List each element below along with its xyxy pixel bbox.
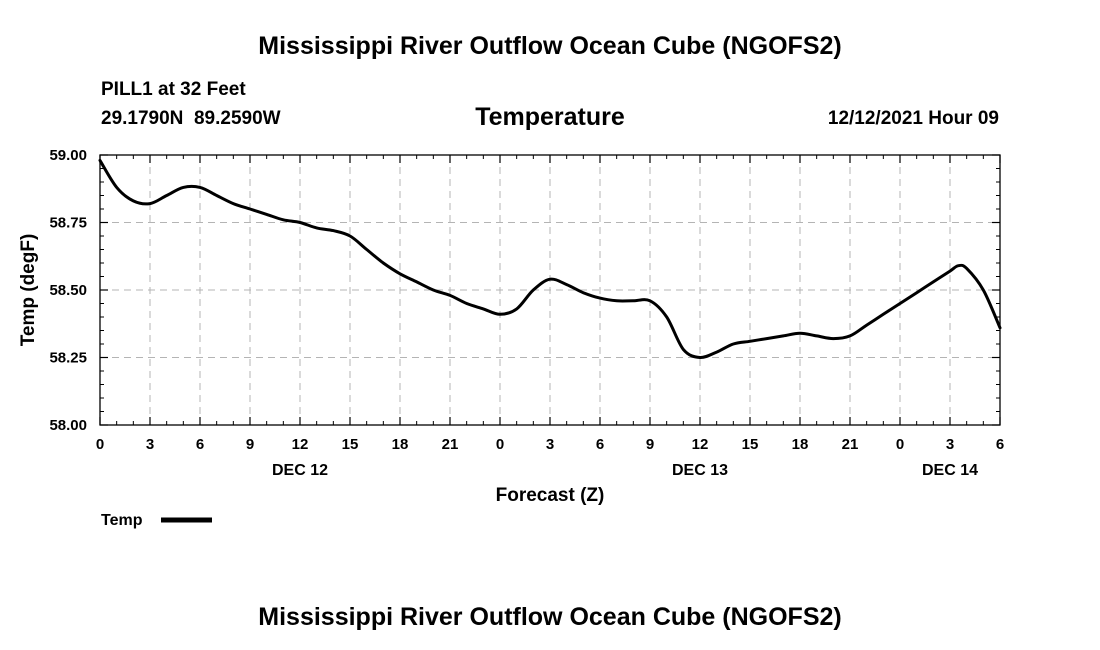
chart-subtitle: Temperature bbox=[475, 103, 625, 131]
x-tick-label: 0 bbox=[496, 436, 504, 453]
x-tick-label: 15 bbox=[742, 436, 759, 453]
x-tick-label: 6 bbox=[996, 436, 1004, 453]
x-tick-label: 9 bbox=[646, 436, 654, 453]
day-labels: DEC 12 DEC 13 DEC 14 bbox=[272, 462, 978, 479]
y-axis-title: Temp (degF) bbox=[18, 234, 39, 347]
chart-title: Mississippi River Outflow Ocean Cube (NG… bbox=[258, 32, 841, 60]
x-tick-label: 18 bbox=[392, 436, 409, 453]
x-tick-label: 6 bbox=[596, 436, 604, 453]
day-label: DEC 13 bbox=[672, 462, 728, 479]
x-tick-label: 0 bbox=[96, 436, 104, 453]
x-tick-label: 9 bbox=[246, 436, 254, 453]
grid-lines bbox=[100, 155, 1000, 425]
station-label: PILL1 at 32 Feet bbox=[101, 79, 246, 100]
footer-title: Mississippi River Outflow Ocean Cube (NG… bbox=[258, 603, 841, 631]
y-tick-label: 58.00 bbox=[49, 417, 87, 434]
y-tick-labels: 58.00 58.25 58.50 58.75 59.00 bbox=[49, 147, 87, 434]
x-tick-label: 6 bbox=[196, 436, 204, 453]
x-tick-label: 0 bbox=[896, 436, 904, 453]
x-tick-label: 12 bbox=[292, 436, 309, 453]
plot-frame bbox=[99, 154, 1001, 426]
x-tick-label: 12 bbox=[692, 436, 709, 453]
y-tick-label: 59.00 bbox=[49, 147, 87, 164]
legend: Temp bbox=[101, 512, 212, 529]
x-tick-label: 3 bbox=[946, 436, 954, 453]
datetime-label: 12/12/2021 Hour 09 bbox=[828, 108, 999, 129]
x-tick-label: 15 bbox=[342, 436, 359, 453]
y-tick-label: 58.75 bbox=[49, 215, 87, 232]
x-tick-label: 21 bbox=[842, 436, 859, 453]
y-tick-label: 58.50 bbox=[49, 282, 87, 299]
series-line-temp bbox=[98, 158, 1002, 360]
y-tick-label: 58.25 bbox=[49, 350, 87, 367]
series-layer bbox=[98, 158, 1002, 360]
x-tick-label: 21 bbox=[442, 436, 459, 453]
coordinates-label: 29.1790N 89.2590W bbox=[101, 108, 281, 129]
legend-label-temp: Temp bbox=[101, 512, 143, 529]
x-tick-label: 18 bbox=[792, 436, 809, 453]
x-tick-label: 3 bbox=[146, 436, 154, 453]
day-label: DEC 12 bbox=[272, 462, 328, 479]
x-axis-title: Forecast (Z) bbox=[496, 485, 605, 506]
day-label: DEC 14 bbox=[922, 462, 978, 479]
x-tick-labels: 0 3 6 9 12 15 18 21 0 3 6 9 12 15 18 21 0 3 6 bbox=[96, 436, 1004, 453]
x-tick-label: 3 bbox=[546, 436, 554, 453]
